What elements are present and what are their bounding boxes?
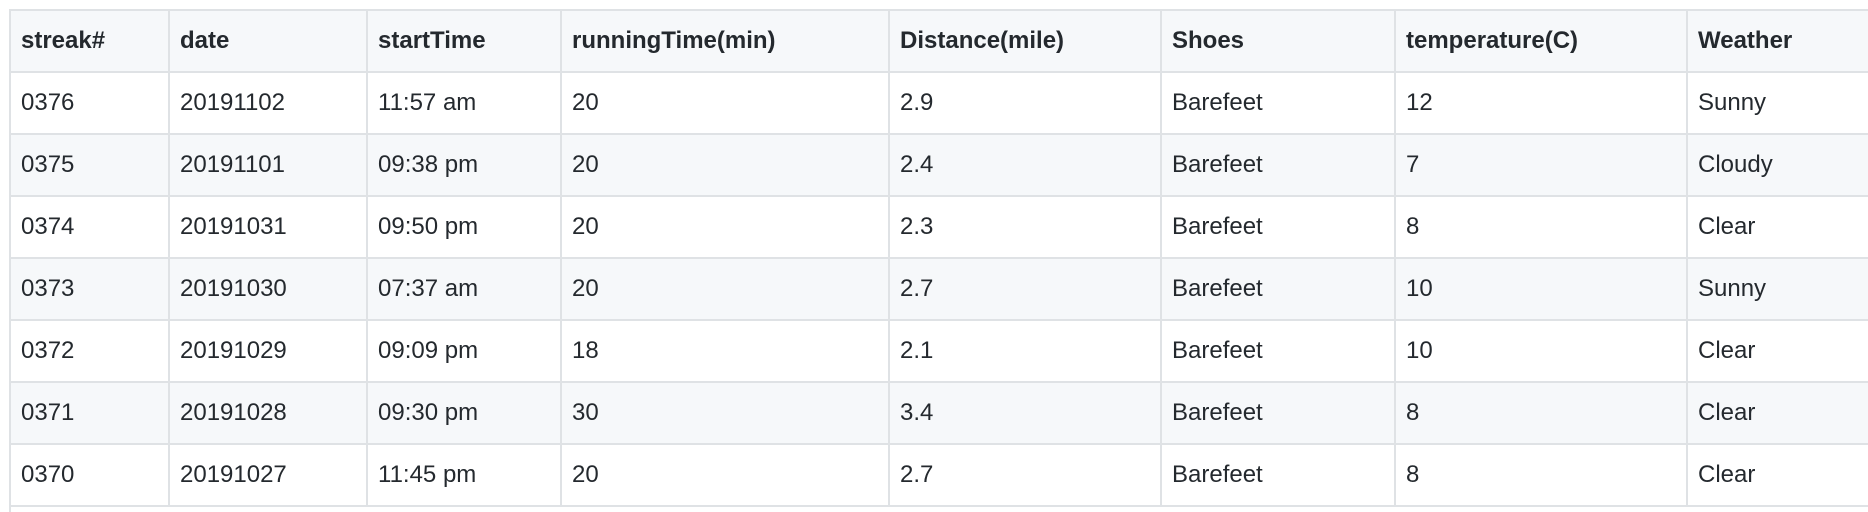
cell-date: 20191028	[169, 382, 368, 445]
cell-running-time: 20	[561, 444, 890, 507]
table-row: 0372 20191029 09:09 pm 18 2.1 Barefeet 10 Clear	[11, 320, 1868, 383]
cell-date: 20191101	[169, 134, 368, 197]
cell-distance: 2.7	[889, 258, 1162, 321]
cell-weather: Clear	[1687, 320, 1868, 383]
cell-running-time: 30	[561, 382, 890, 445]
cell-start-time: 11:57 am	[367, 72, 562, 135]
table-body: 0376 20191102 11:57 am 20 2.9 Barefeet 12 Sunny…	[11, 72, 1868, 507]
cell-distance: 3.4	[889, 382, 1162, 445]
table-row: 0374 20191031 09:50 pm 20 2.3 Barefeet 8 Clear	[11, 196, 1868, 259]
table-row: 0375 20191101 09:38 pm 20 2.4 Barefeet 7 Cloudy	[11, 134, 1868, 197]
cell-streak: 0375	[11, 134, 170, 197]
cell-streak: 0370	[11, 444, 170, 507]
cell-running-time: 20	[561, 134, 890, 197]
cell-running-time: 18	[561, 320, 890, 383]
cell-temperature: 12	[1395, 72, 1688, 135]
column-header-start-time: startTime	[367, 11, 562, 73]
table-row: 0376 20191102 11:57 am 20 2.9 Barefeet 12 Sunny	[11, 72, 1868, 135]
cell-temperature: 8	[1395, 196, 1688, 259]
cell-shoes: Barefeet	[1161, 320, 1396, 383]
cell-temperature: 8	[1395, 444, 1688, 507]
column-header-distance: Distance(mile)	[889, 11, 1162, 73]
table-row: 0373 20191030 07:37 am 20 2.7 Barefeet 10 Sunny	[11, 258, 1868, 321]
cell-temperature: 7	[1395, 134, 1688, 197]
cell-temperature: 10	[1395, 320, 1688, 383]
cell-date: 20191102	[169, 72, 368, 135]
column-header-date: date	[169, 11, 368, 73]
cell-temperature: 8	[1395, 382, 1688, 445]
cell-date: 20191031	[169, 196, 368, 259]
cell-streak: 0373	[11, 258, 170, 321]
cell-distance: 2.9	[889, 72, 1162, 135]
cell-streak: 0374	[11, 196, 170, 259]
column-header-temperature: temperature(C)	[1395, 11, 1688, 73]
cell-distance: 2.7	[889, 444, 1162, 507]
cell-shoes: Barefeet	[1161, 196, 1396, 259]
cell-streak: 0376	[11, 72, 170, 135]
cell-date: 20191029	[169, 320, 368, 383]
cell-weather: Sunny	[1687, 258, 1868, 321]
column-header-running-time: runningTime(min)	[561, 11, 890, 73]
cell-start-time: 07:37 am	[367, 258, 562, 321]
cell-temperature: 10	[1395, 258, 1688, 321]
cell-running-time: 20	[561, 258, 890, 321]
running-log-table: streak# date startTime runningTime(min) …	[11, 11, 1868, 507]
cell-distance: 2.4	[889, 134, 1162, 197]
column-header-streak: streak#	[11, 11, 170, 73]
cell-running-time: 20	[561, 196, 890, 259]
cell-weather: Cloudy	[1687, 134, 1868, 197]
table-row: 0370 20191027 11:45 pm 20 2.7 Barefeet 8 Clear	[11, 444, 1868, 507]
cell-start-time: 09:30 pm	[367, 382, 562, 445]
cell-distance: 2.1	[889, 320, 1162, 383]
running-log-table-container: streak# date startTime runningTime(min) …	[9, 9, 1868, 512]
table-row: 0371 20191028 09:30 pm 30 3.4 Barefeet 8 Clear	[11, 382, 1868, 445]
cell-shoes: Barefeet	[1161, 134, 1396, 197]
cell-start-time: 09:50 pm	[367, 196, 562, 259]
cell-shoes: Barefeet	[1161, 444, 1396, 507]
cell-weather: Sunny	[1687, 72, 1868, 135]
header-row: streak# date startTime runningTime(min) …	[11, 11, 1868, 73]
column-header-shoes: Shoes	[1161, 11, 1396, 73]
column-header-weather: Weather	[1687, 11, 1868, 73]
cell-start-time: 09:09 pm	[367, 320, 562, 383]
cell-running-time: 20	[561, 72, 890, 135]
cell-shoes: Barefeet	[1161, 258, 1396, 321]
cell-streak: 0371	[11, 382, 170, 445]
cell-streak: 0372	[11, 320, 170, 383]
cell-distance: 2.3	[889, 196, 1162, 259]
cell-start-time: 11:45 pm	[367, 444, 562, 507]
cell-weather: Clear	[1687, 382, 1868, 445]
cell-start-time: 09:38 pm	[367, 134, 562, 197]
cell-weather: Clear	[1687, 444, 1868, 507]
cell-date: 20191027	[169, 444, 368, 507]
cell-weather: Clear	[1687, 196, 1868, 259]
table-header: streak# date startTime runningTime(min) …	[11, 11, 1868, 73]
cell-shoes: Barefeet	[1161, 72, 1396, 135]
cell-date: 20191030	[169, 258, 368, 321]
cell-shoes: Barefeet	[1161, 382, 1396, 445]
